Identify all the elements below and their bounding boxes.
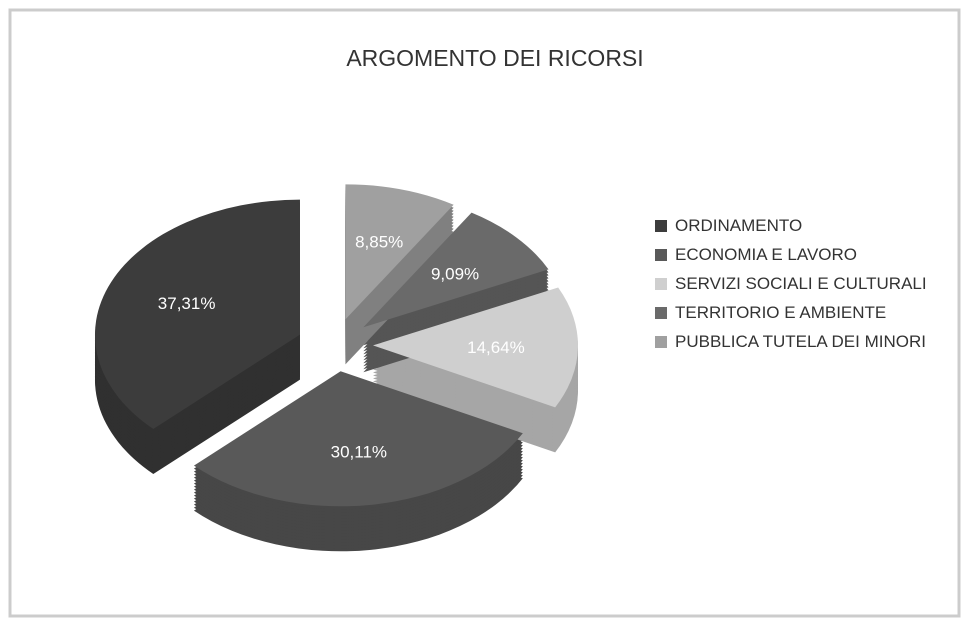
data-label: 30,11% [331,442,387,461]
legend-item: SERVIZI SOCIALI E CULTURALI [655,273,955,295]
legend-key [655,278,667,290]
legend-label: TERRITORIO E AMBIENTE [675,303,887,322]
legend-key [655,249,667,261]
legend-label: PUBBLICA TUTELA DEI MINORI [675,332,926,351]
legend-key [655,220,667,232]
data-label: 14,64% [467,338,525,357]
slice [372,287,578,408]
legend-key [655,336,667,348]
legend: ORDINAMENTO ECONOMIA E LAVORO SERVIZI SOCI… [655,215,955,360]
slice [363,212,549,328]
legend-item: ORDINAMENTO [655,215,955,237]
data-label: 8,85% [355,233,403,252]
data-label: 9,09% [431,264,479,283]
legend-label: ORDINAMENTO [675,216,803,235]
legend-item: ECONOMIA E LAVORO [655,244,955,266]
slice [94,199,300,429]
legend-key [655,307,667,319]
slice [193,371,523,507]
legend-label: ECONOMIA E LAVORO [675,245,858,264]
chart-title: ARGOMENTO DEI RICORSI [346,45,643,71]
slice [345,184,454,320]
legend-item: PUBBLICA TUTELA DEI MINORI [655,331,955,353]
data-label: 37,31% [158,294,216,313]
legend-item: TERRITORIO E AMBIENTE [655,302,955,324]
legend-label: SERVIZI SOCIALI E CULTURALI [675,274,927,293]
